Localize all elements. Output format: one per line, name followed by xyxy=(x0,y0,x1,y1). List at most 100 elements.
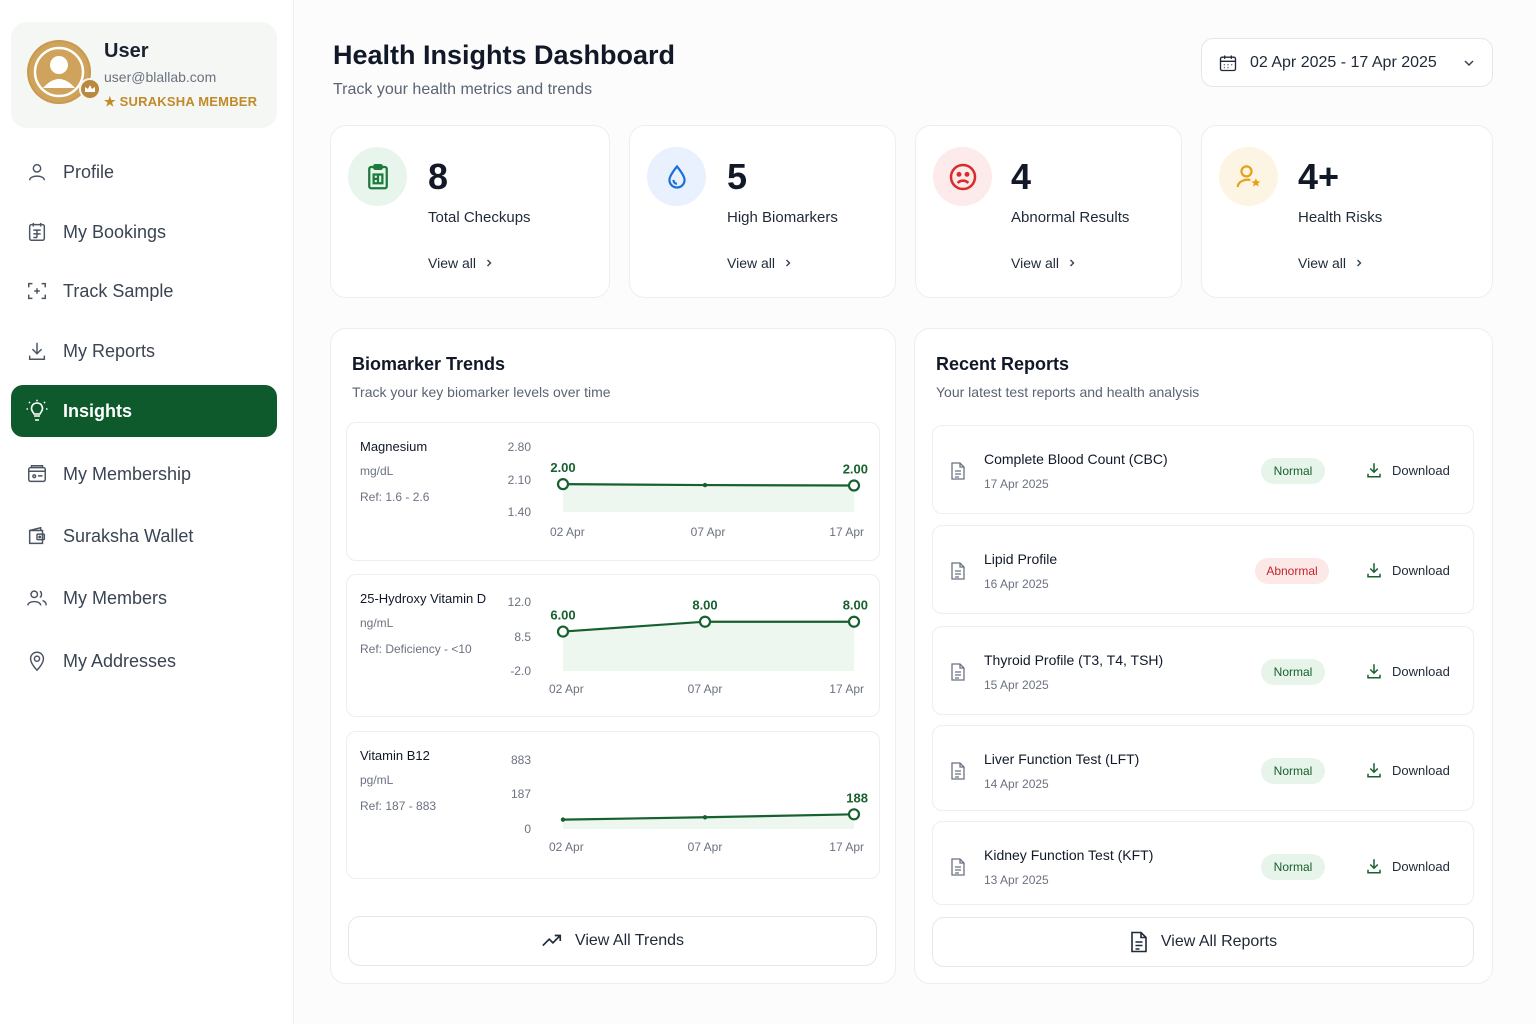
data-label: 8.00 xyxy=(692,598,717,613)
data-point[interactable] xyxy=(556,478,570,491)
view-all-link[interactable]: View all xyxy=(428,255,494,271)
trend-chart: 883 187 0 02 Apr 07 Apr 17 Apr 188 xyxy=(511,753,868,854)
sidebar-item-insights[interactable]: Insights xyxy=(11,385,277,437)
data-point[interactable] xyxy=(847,615,861,628)
sidebar-item-label: Track Sample xyxy=(63,280,174,301)
biomarker-name: Vitamin B12 xyxy=(360,748,430,763)
download-icon xyxy=(1367,859,1381,874)
chevron-right-icon xyxy=(1070,259,1075,267)
scan-icon xyxy=(25,279,49,303)
biomarker-reference: Ref: 187 - 883 xyxy=(360,799,437,813)
download-button[interactable]: Download xyxy=(1365,461,1450,479)
sidebar-item-label: My Membership xyxy=(63,463,192,484)
series-area xyxy=(563,484,854,512)
status-badge: Normal xyxy=(1261,854,1325,880)
users-icon xyxy=(25,586,49,610)
wallet-icon xyxy=(25,524,49,548)
document-icon xyxy=(1131,931,1147,953)
data-point[interactable] xyxy=(556,625,570,638)
trending-up-icon xyxy=(542,934,562,947)
calendar-icon xyxy=(1218,53,1238,73)
y-tick-label: 12.0 xyxy=(508,595,532,609)
report-name: Kidney Function Test (KFT) xyxy=(984,847,1154,863)
sidebar-item-bookings[interactable]: My Bookings xyxy=(11,206,277,258)
report-card[interactable]: Liver Function Test (LFT) 14 Apr 2025 No… xyxy=(932,725,1474,811)
y-tick-label: 8.5 xyxy=(514,630,531,644)
report-name: Complete Blood Count (CBC) xyxy=(984,451,1168,467)
view-all-label: View all xyxy=(727,255,775,271)
membership-badge: ★ SURAKSHA MEMBER xyxy=(104,94,258,109)
sidebar-item-label: My Members xyxy=(63,587,168,608)
membership-label: SURAKSHA MEMBER xyxy=(119,94,258,109)
sidebar-item-track-sample[interactable]: Track Sample xyxy=(11,265,277,317)
report-card[interactable]: Thyroid Profile (T3, T4, TSH) 15 Apr 202… xyxy=(932,626,1474,715)
trend-card-vitamin-b12[interactable]: Vitamin B12 pg/mL Ref: 187 - 883 883 187 0… xyxy=(346,731,880,879)
clipboard-icon xyxy=(348,147,407,206)
report-date: 17 Apr 2025 xyxy=(984,477,1049,491)
x-tick-label: 02 Apr xyxy=(549,682,584,696)
y-tick-label: 187 xyxy=(511,787,531,801)
date-range-value: 02 Apr 2025 - 17 Apr 2025 xyxy=(1250,53,1437,71)
status-badge: Normal xyxy=(1261,758,1325,784)
sidebar-item-reports[interactable]: My Reports xyxy=(11,325,277,377)
x-tick-label: 02 Apr xyxy=(550,525,585,539)
calendar-list-icon xyxy=(25,220,49,244)
sidebar-item-profile[interactable]: Profile xyxy=(11,146,277,198)
view-all-trends-button[interactable]: View All Trends xyxy=(348,916,877,966)
download-button[interactable]: Download xyxy=(1365,662,1450,680)
document-icon xyxy=(950,858,966,876)
panel-subtitle: Your latest test reports and health anal… xyxy=(936,384,1200,400)
x-tick-label: 17 Apr xyxy=(829,840,864,854)
view-all-reports-button[interactable]: View All Reports xyxy=(932,917,1474,967)
report-card[interactable]: Lipid Profile 16 Apr 2025 Abnormal Downl… xyxy=(932,525,1474,614)
view-all-link[interactable]: View all xyxy=(1298,255,1364,271)
report-name: Lipid Profile xyxy=(984,551,1058,567)
trend-chart: 12.0 8.5 -2.0 02 Apr 07 Apr 17 Apr 6.00 8.00 8.0… xyxy=(508,595,868,696)
droplet-icon xyxy=(647,147,706,206)
trend-card-vitamin-d[interactable]: 25-Hydroxy Vitamin D ng/mL Ref: Deficien… xyxy=(346,574,880,717)
chevron-down-icon xyxy=(1462,56,1476,70)
download-label: Download xyxy=(1392,462,1450,478)
download-button[interactable]: Download xyxy=(1365,857,1450,875)
sidebar-item-members[interactable]: My Members xyxy=(11,572,277,624)
panel-subtitle: Track your key biomarker levels over tim… xyxy=(352,384,611,400)
x-tick-label: 07 Apr xyxy=(688,840,723,854)
panel-title: Recent Reports xyxy=(936,354,1070,374)
data-point[interactable] xyxy=(702,482,708,488)
download-icon xyxy=(1367,664,1381,679)
trend-card-magnesium[interactable]: Magnesium mg/dL Ref: 1.6 - 2.6 2.80 2.10 1… xyxy=(346,422,880,561)
status-badge: Abnormal xyxy=(1255,558,1329,584)
page-subtitle: Track your health metrics and trends xyxy=(333,81,593,98)
data-label: 6.00 xyxy=(550,608,575,623)
user-icon xyxy=(25,160,49,184)
status-badge: Normal xyxy=(1261,458,1325,484)
document-icon xyxy=(950,762,966,780)
stat-card-abnormal-results: 4 Abnormal Results View all xyxy=(915,125,1182,298)
data-point[interactable] xyxy=(702,815,708,820)
sidebar-item-wallet[interactable]: Suraksha Wallet xyxy=(11,510,277,562)
lightbulb-icon xyxy=(25,399,49,423)
data-point[interactable] xyxy=(847,479,861,492)
data-point[interactable] xyxy=(560,817,566,822)
download-button[interactable]: Download xyxy=(1365,761,1450,779)
view-all-link[interactable]: View all xyxy=(727,255,793,271)
stat-label: High Biomarkers xyxy=(727,209,838,226)
download-button[interactable]: Download xyxy=(1365,561,1450,579)
y-tick-label: 2.10 xyxy=(508,473,532,487)
sidebar-item-membership[interactable]: My Membership xyxy=(11,448,277,500)
biomarker-trends-panel: Biomarker Trends Track your key biomarke… xyxy=(330,328,896,984)
series-line xyxy=(562,483,855,487)
biomarker-unit: pg/mL xyxy=(360,773,394,787)
date-range-picker[interactable]: 02 Apr 2025 - 17 Apr 2025 xyxy=(1201,38,1493,87)
data-point[interactable] xyxy=(847,808,861,821)
view-all-link[interactable]: View all xyxy=(1011,255,1077,271)
view-all-label: View all xyxy=(428,255,476,271)
user-card[interactable]: User user@blallab.com ★ SURAKSHA MEMBER xyxy=(11,22,277,128)
document-icon xyxy=(950,462,966,480)
data-label: 2.00 xyxy=(550,460,575,475)
data-point[interactable] xyxy=(698,615,712,628)
report-card[interactable]: Kidney Function Test (KFT) 13 Apr 2025 N… xyxy=(932,821,1474,905)
report-card[interactable]: Complete Blood Count (CBC) 17 Apr 2025 N… xyxy=(932,425,1474,514)
sidebar-item-addresses[interactable]: My Addresses xyxy=(11,635,277,687)
document-icon xyxy=(950,663,966,681)
